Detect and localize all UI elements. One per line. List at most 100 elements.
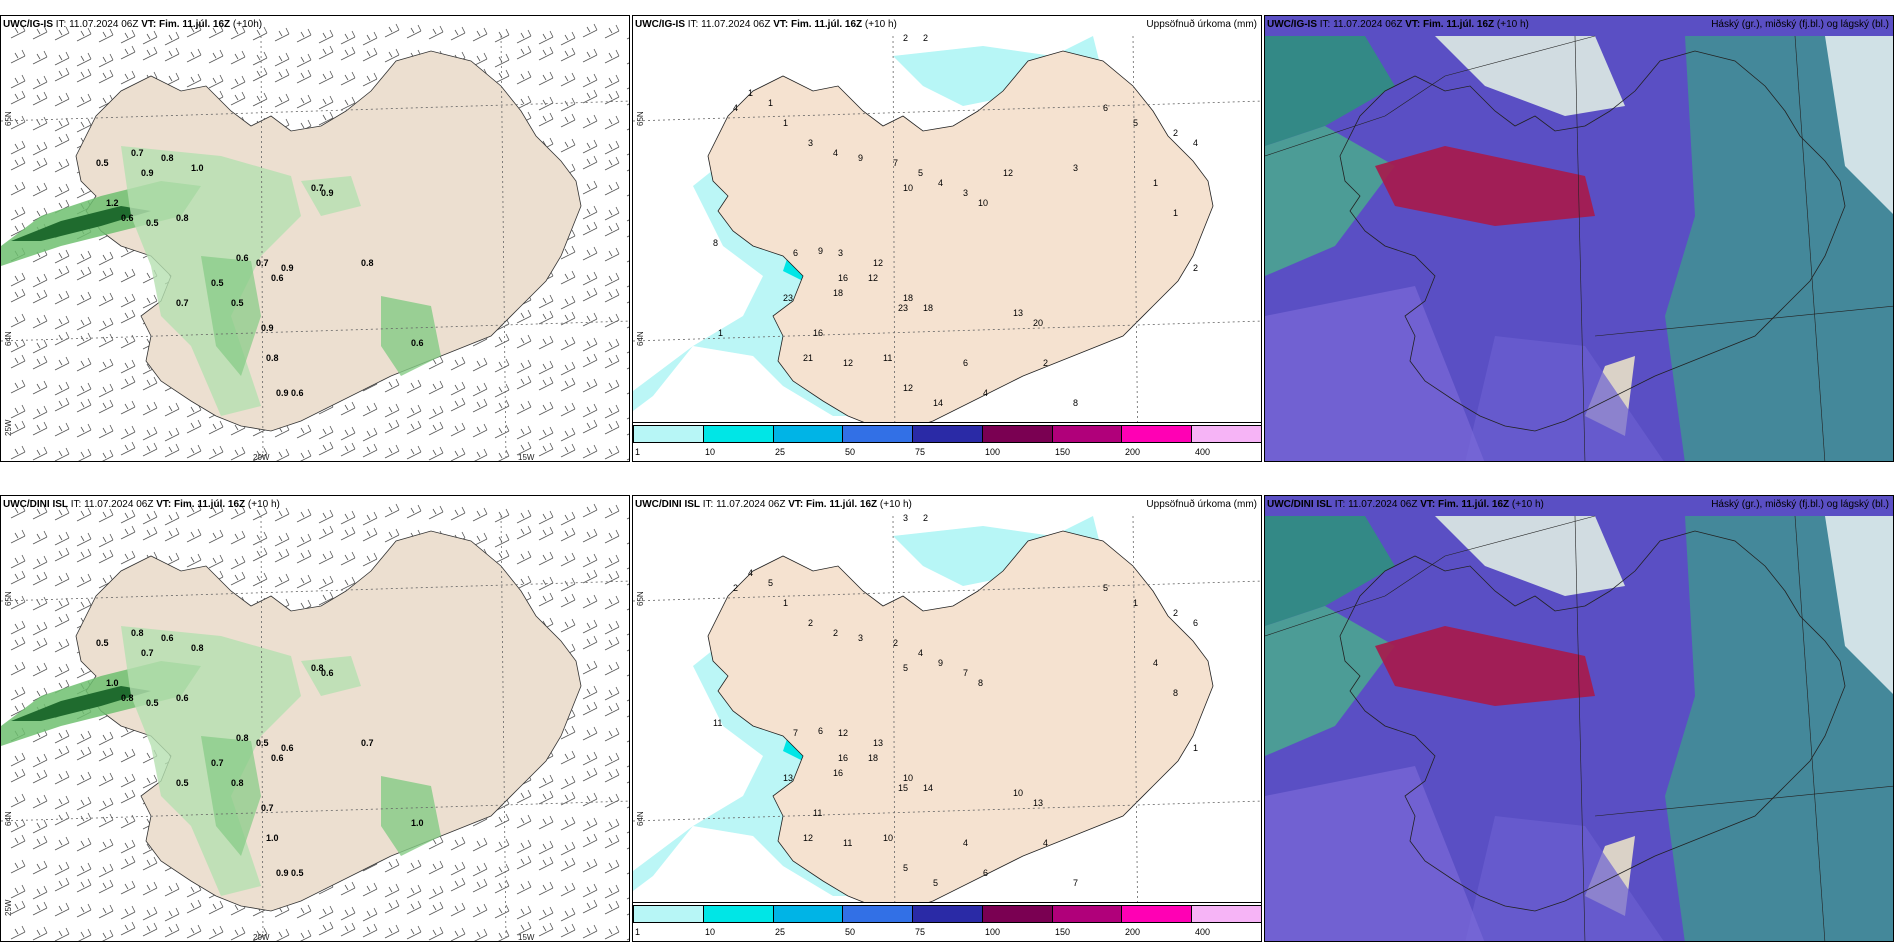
valid-time: VT: Fim. 11.júl. 16Z xyxy=(1420,499,1510,510)
wind-barb-icon xyxy=(560,72,576,87)
wind-barb-icon xyxy=(560,336,576,351)
value-label: 12 xyxy=(903,383,913,393)
cloud-shading xyxy=(1265,36,1893,461)
wind-barb-icon xyxy=(120,921,136,936)
value-label: 3 xyxy=(1073,163,1078,173)
valid-time: VT: Fim. 11.júl. 16Z xyxy=(788,499,878,510)
wind-barb-icon xyxy=(582,246,598,261)
colorbar-tick-label: 25 xyxy=(775,447,786,457)
wind-barb-icon xyxy=(340,922,356,937)
value-label: 12 xyxy=(843,358,853,368)
wind-barb-icon xyxy=(208,554,224,569)
panel-title: UWC/DINI ISL IT: 11.07.2024 06Z VT: Fim.… xyxy=(1267,498,1891,514)
wind-barb-icon xyxy=(604,206,620,221)
wind-barb-icon xyxy=(252,92,268,107)
wind-barb-icon xyxy=(120,550,136,565)
wind-barb-icon xyxy=(230,555,246,570)
wind-barb-icon xyxy=(318,525,334,540)
wind-barb-icon xyxy=(538,551,554,566)
wind-barb-icon xyxy=(230,446,246,461)
value-label: 16 xyxy=(838,273,848,283)
wind-barb-icon xyxy=(10,884,26,899)
value-label: 0.7 xyxy=(361,738,374,748)
wind-barb-icon xyxy=(120,309,136,324)
wind-barb-icon xyxy=(32,505,48,520)
wind-barb-icon xyxy=(450,381,466,396)
value-label: 0.7 xyxy=(176,298,189,308)
value-label: 4 xyxy=(918,648,923,658)
wind-barb-icon xyxy=(516,400,532,415)
colorbar-tick-label: 150 xyxy=(1055,927,1071,937)
wind-barb-icon xyxy=(32,25,48,40)
iceland-land xyxy=(707,50,1214,432)
wind-barb-icon xyxy=(560,245,576,260)
latitude-label: 65N xyxy=(636,111,645,126)
wind-barb-icon xyxy=(560,402,576,417)
wind-barb-icon xyxy=(230,571,246,586)
wind-barb-icon xyxy=(362,402,378,417)
value-label: 1 xyxy=(748,88,753,98)
wind-barb-icon xyxy=(428,901,444,916)
wind-barb-icon xyxy=(54,506,70,521)
wind-barb-icon xyxy=(516,789,532,804)
wind-barb-icon xyxy=(76,423,92,438)
latitude-label: 65N xyxy=(4,111,13,126)
value-label: 0.6 xyxy=(236,253,249,263)
value-label: 0.5 xyxy=(211,278,224,288)
wind-barb-icon xyxy=(538,96,554,111)
value-label: 9 xyxy=(818,246,823,256)
wind-barb-icon xyxy=(76,250,92,265)
value-label: 0.6 xyxy=(161,633,174,643)
wind-barb-icon xyxy=(604,288,620,303)
value-label: 0.8 xyxy=(191,643,204,653)
wind-barb-icon xyxy=(10,49,26,64)
wind-barb-icon xyxy=(406,379,422,394)
wind-barb-icon xyxy=(406,859,422,874)
wind-barb-icon xyxy=(32,75,48,90)
wind-barb-icon xyxy=(10,595,26,610)
valid-time: VT: Fim. 11.júl. 16Z xyxy=(773,19,863,30)
lead-time: (+10 h) xyxy=(862,19,897,30)
colorbar-tick-label: 200 xyxy=(1125,447,1141,457)
value-label: 0.6 xyxy=(271,273,284,283)
wind-barb-icon xyxy=(54,861,70,876)
wind-barb-icon xyxy=(32,141,48,156)
value-label: 0.8 xyxy=(131,628,144,638)
wind-barb-icon xyxy=(120,70,136,85)
value-label: 0.7 xyxy=(211,758,224,768)
wind-barb-icon xyxy=(538,881,554,896)
wind-barb-icon xyxy=(384,378,400,393)
wind-barb-icon xyxy=(54,381,70,396)
wind-barb-icon xyxy=(10,140,26,155)
wind-barb-icon xyxy=(208,49,224,64)
wind-barb-icon xyxy=(32,157,48,172)
wind-barb-icon xyxy=(98,797,114,812)
wind-barb-icon xyxy=(582,767,598,782)
wind-barb-icon xyxy=(582,73,598,88)
wind-barb-icon xyxy=(120,855,136,870)
wind-barb-icon xyxy=(362,882,378,897)
wind-barb-icon xyxy=(76,548,92,563)
wind-barb-icon xyxy=(76,27,92,42)
wind-barb-icon xyxy=(604,354,620,369)
wind-barb-icon xyxy=(208,900,224,915)
wind-barb-icon xyxy=(494,358,510,373)
value-label: 2 xyxy=(923,513,928,523)
value-label: 1.0 xyxy=(106,678,119,688)
wind-barb-icon xyxy=(208,24,224,39)
iceland-coastline xyxy=(1339,50,1846,432)
wind-barb-icon xyxy=(560,882,576,897)
wind-barb-icon xyxy=(516,334,532,349)
dini-wind-panel: 0.5 0.8 0.6 0.7 0.8 1.0 0.8 0.5 0.6 0.8 0.5 0.6 0.7 0… xyxy=(0,495,630,942)
wind-barb-icon xyxy=(538,442,554,457)
wind-barb-icon xyxy=(142,856,158,871)
wind-barb-icon xyxy=(472,398,488,413)
wind-barb-icon xyxy=(604,859,620,874)
colorbar-swatch xyxy=(633,905,704,923)
wind-barb-icon xyxy=(230,25,246,40)
wind-barb-icon xyxy=(582,48,598,63)
wind-barb-icon xyxy=(340,442,356,457)
wind-barb-icon xyxy=(164,427,180,442)
wind-barb-icon xyxy=(428,926,444,941)
wind-barb-icon xyxy=(32,116,48,131)
